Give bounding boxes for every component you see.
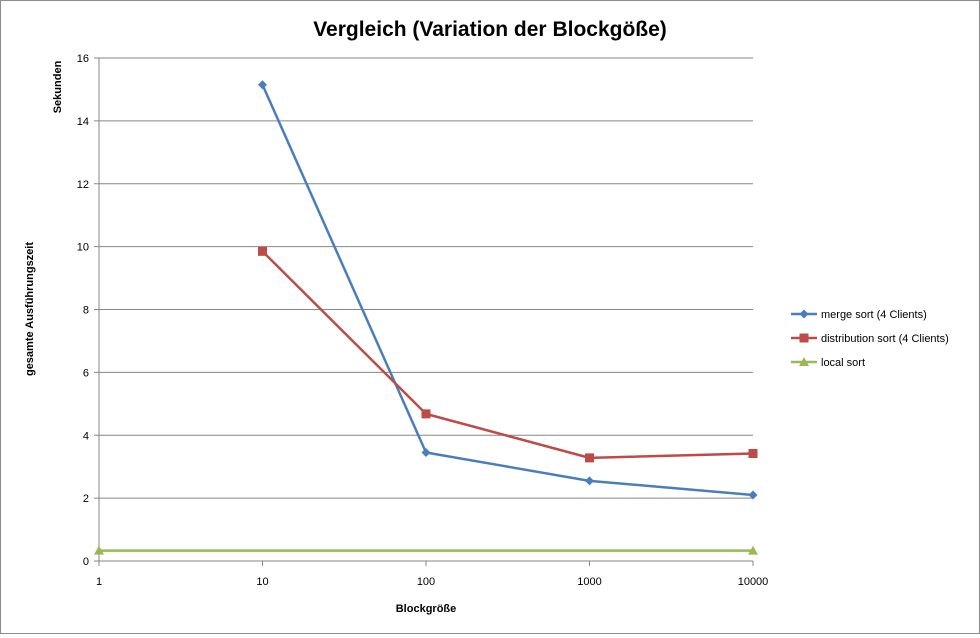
legend-label: merge sort (4 Clients) xyxy=(821,309,927,321)
axes xyxy=(94,57,754,566)
data-point xyxy=(94,545,104,555)
y-tick-label: 8 xyxy=(83,305,89,317)
x-axis-label: Blockgröße xyxy=(396,603,457,615)
y-tick-label: 0 xyxy=(83,556,89,568)
y-tick-label: 12 xyxy=(77,179,89,191)
y-unit-label: Sekunden xyxy=(52,60,64,113)
data-point xyxy=(748,448,758,458)
data-point xyxy=(421,409,431,419)
x-tick-label: 10000 xyxy=(738,576,769,588)
x-tick-label: 10 xyxy=(256,576,268,588)
x-tick-label: 1000 xyxy=(577,576,601,588)
series-line xyxy=(261,250,754,460)
x-tick-labels: 1 10 100 1000 10000 xyxy=(96,576,768,588)
y-tick-label: 14 xyxy=(77,116,89,128)
series-1 xyxy=(258,246,758,463)
series-2 xyxy=(94,545,758,555)
legend-marker xyxy=(799,309,809,319)
legend: merge sort (4 Clients) distribution sort … xyxy=(791,309,949,369)
series-0 xyxy=(258,80,758,500)
data-point xyxy=(258,246,267,256)
y-tick-label: 10 xyxy=(77,242,89,254)
grid-lines xyxy=(99,57,753,499)
series-line xyxy=(261,84,754,497)
legend-item: local sort xyxy=(791,357,865,369)
y-tick-label: 2 xyxy=(83,493,89,505)
legend-item: merge sort (4 Clients) xyxy=(791,309,927,321)
y-tick-label: 4 xyxy=(83,430,89,442)
y-axis-label: gesamte Ausführungszeit xyxy=(24,242,36,376)
data-point xyxy=(748,545,758,555)
x-tick-label: 1 xyxy=(96,576,102,588)
x-tick-label: 100 xyxy=(417,576,435,588)
y-tick-labels: 0 2 4 6 8 10 12 14 16 xyxy=(77,53,89,568)
data-point xyxy=(585,476,594,486)
chart-title: Vergleich (Variation der Blockgöße) xyxy=(313,18,667,41)
legend-label: distribution sort (4 Clients) xyxy=(821,333,949,345)
data-point xyxy=(421,448,431,458)
series-group xyxy=(94,80,758,555)
data-point xyxy=(748,490,758,500)
data-point xyxy=(585,453,594,463)
legend-label: local sort xyxy=(821,357,865,369)
y-tick-label: 6 xyxy=(83,367,89,379)
legend-marker xyxy=(799,333,809,343)
legend-marker xyxy=(799,357,809,366)
legend-item: distribution sort (4 Clients) xyxy=(791,333,949,345)
y-tick-label: 16 xyxy=(77,53,89,65)
data-point xyxy=(258,80,267,90)
